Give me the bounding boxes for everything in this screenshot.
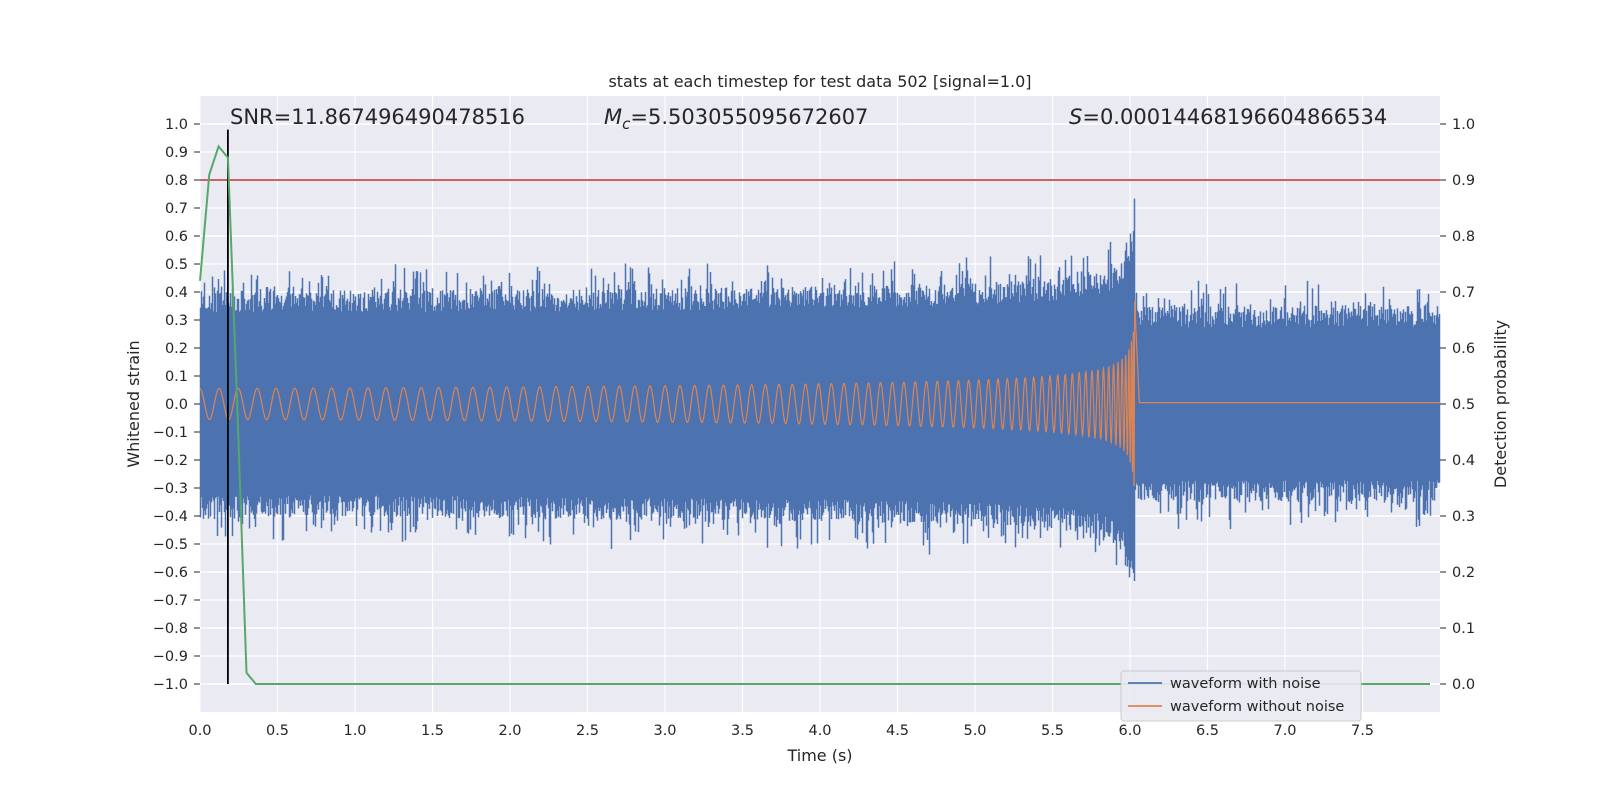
s-symbol: S	[1069, 105, 1082, 129]
legend-label-clean: waveform without noise	[1170, 699, 1344, 715]
y2-tick-label: 0.0	[1452, 677, 1475, 693]
y2-tick-label: 0.2	[1452, 565, 1475, 581]
x-tick-label: 0.5	[266, 723, 289, 739]
x-axis-label: Time (s)	[786, 746, 852, 765]
y-tick-label: −0.5	[153, 537, 188, 553]
y-tick-label: −0.8	[153, 621, 188, 637]
x-tick-label: 6.0	[1118, 723, 1141, 739]
tick-labels: 0.0 0.5 1.0 1.5 2.0 2.5 3.0 3.5 4.0 4.5 5.0 5.5 6.0 6…	[153, 117, 1475, 739]
y-tick-label: 0.5	[165, 257, 188, 273]
x-tick-label: 1.0	[343, 723, 366, 739]
y2-tick-label: 0.4	[1452, 453, 1475, 469]
x-tick-label: 7.5	[1351, 723, 1374, 739]
chirp-mass-subscript: c	[622, 115, 631, 133]
x-tick-label: 5.0	[963, 723, 986, 739]
y2-tick-label: 0.8	[1452, 229, 1475, 245]
snr-annotation: SNR=11.867496490478516	[230, 105, 525, 129]
x-tick-label: 2.5	[576, 723, 599, 739]
x-tick-label: 4.5	[886, 723, 909, 739]
x-tick-label: 1.5	[421, 723, 444, 739]
x-tick-label: 7.0	[1273, 723, 1296, 739]
y-tick-label: 0.2	[165, 341, 188, 357]
chirp-mass-symbol: M	[604, 105, 622, 129]
x-tick-label: 4.0	[808, 723, 831, 739]
y-tick-label: −0.7	[153, 593, 188, 609]
clean-waveform-line	[199, 301, 1440, 487]
y-tick-label: 0.8	[165, 173, 188, 189]
y-tick-label: −0.4	[153, 509, 188, 525]
x-tick-label: 5.5	[1041, 723, 1064, 739]
noise-core-band	[200, 331, 1135, 477]
s-value: =0.00014468196604866534	[1082, 105, 1387, 129]
y2-tick-label: 0.3	[1452, 509, 1475, 525]
y2-tick-label: 0.7	[1452, 285, 1475, 301]
legend-box	[1120, 670, 1362, 722]
y2-tick-label: 0.1	[1452, 621, 1475, 637]
s-annotation: S=0.00014468196604866534	[1069, 105, 1387, 129]
y-tick-label: −0.6	[153, 565, 188, 581]
y-tick-label: −0.2	[153, 453, 188, 469]
y-tick-label: 0.3	[165, 313, 188, 329]
x-tick-label: 2.0	[498, 723, 521, 739]
y-tick-label: 0.6	[165, 229, 188, 245]
waveform-with-noise-series	[199, 198, 1441, 581]
y-tick-label: −1.0	[153, 677, 188, 693]
legend: waveform with noise waveform without noi…	[1120, 670, 1362, 722]
y-tick-label: 0.0	[165, 397, 188, 413]
y-tick-label: 0.9	[165, 145, 188, 161]
y-tick-label: −0.3	[153, 481, 188, 497]
y-tick-label: −0.9	[153, 649, 188, 665]
detection-probability-line	[199, 144, 1430, 685]
chirp-mass-annotation: Mc=5.503055095672607	[604, 105, 868, 133]
y-axis-label: Whitened strain	[124, 340, 143, 467]
chirp-mass-value: =5.503055095672607	[630, 105, 868, 129]
y2-tick-label: 0.9	[1452, 173, 1475, 189]
x-tick-label: 3.5	[731, 723, 754, 739]
y2-tick-label: 0.5	[1452, 397, 1475, 413]
y-tick-label: 0.1	[165, 369, 188, 385]
y-tick-label: −0.1	[153, 425, 188, 441]
noise-core-band-post	[1134, 348, 1440, 460]
y2-tick-label: 1.0	[1452, 117, 1475, 133]
waveform-without-noise-series	[199, 301, 1440, 487]
y2-axis-label: Detection probability	[1491, 320, 1510, 488]
y-tick-label: 0.7	[165, 201, 188, 217]
legend-label-noise: waveform with noise	[1170, 676, 1321, 692]
y-tick-label: 0.4	[165, 285, 188, 301]
y2-tick-label: 0.6	[1452, 341, 1475, 357]
chart-title: stats at each timestep for test data 502…	[608, 72, 1031, 91]
x-tick-label: 6.5	[1196, 723, 1219, 739]
overlay-lines	[199, 129, 1440, 685]
x-tick-label: 0.0	[188, 723, 211, 739]
x-tick-label: 3.0	[653, 723, 676, 739]
y-tick-label: 1.0	[165, 117, 188, 133]
